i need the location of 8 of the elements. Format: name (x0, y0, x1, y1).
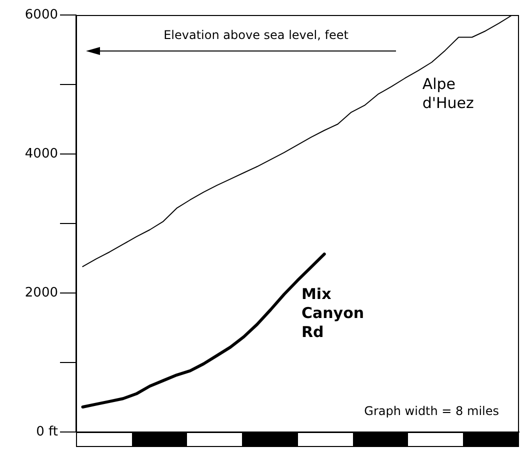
series-label: Mix Canyon Rd (302, 284, 364, 341)
y-tick-label: 0 ft (36, 424, 58, 440)
y-tick-label: 2000 (24, 285, 58, 300)
series-label: Alpe d'Huez (422, 74, 474, 112)
y-tick-label: 4000 (24, 146, 58, 162)
y-tick-label: 6000 (24, 7, 58, 22)
annotation: Graph width = 8 miles (364, 404, 499, 418)
y-axis-title: Elevation above sea level, feet (164, 28, 349, 42)
